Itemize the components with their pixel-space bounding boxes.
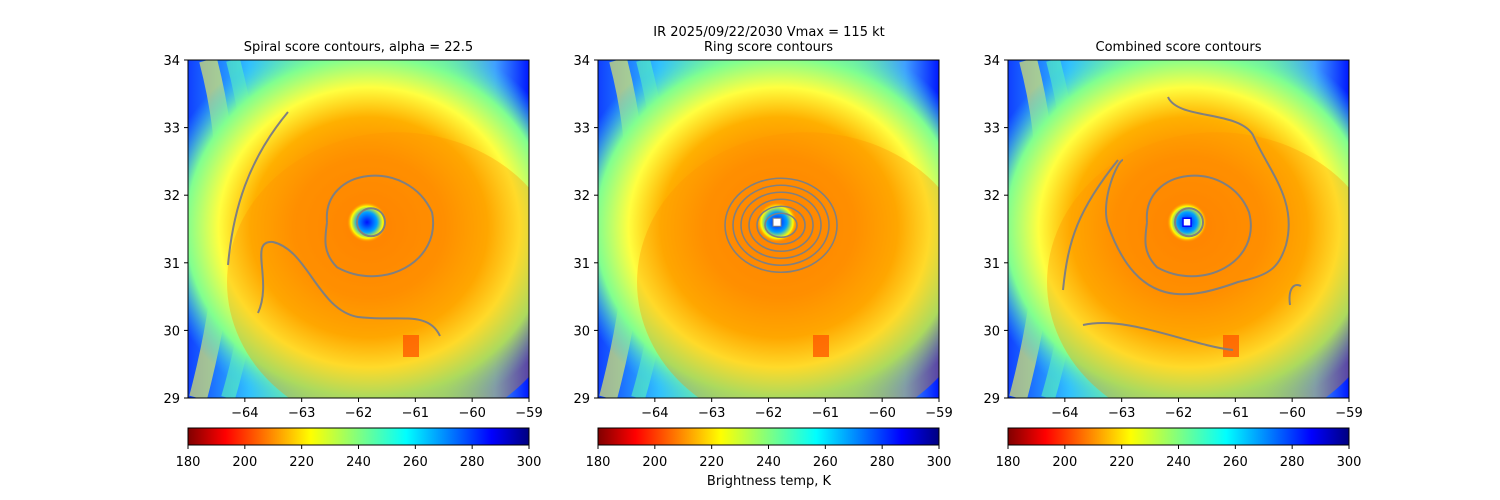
y-tick-label: 30 (573, 324, 590, 339)
colorbar-tick-label: 200 (1052, 455, 1077, 470)
colorbar-tick-label: 240 (1166, 455, 1191, 470)
contours (724, 177, 838, 274)
x-tick-label: −60 (868, 406, 895, 421)
y-tick-label: 29 (163, 392, 180, 407)
panel-title: Combined score contours (1096, 40, 1262, 55)
x-tick-label: −62 (345, 406, 372, 421)
panel-ring: Ring score contours −64 −63 −62 −61 −60 −59 29 3… (573, 40, 952, 470)
y-tick-label: 32 (573, 189, 590, 204)
colorbar-tick-label: 260 (1223, 455, 1248, 470)
colorbar (597, 427, 940, 446)
y-tick-label: 33 (573, 122, 590, 137)
y-tick-label: 32 (983, 189, 1000, 204)
x-tick-label: −63 (288, 406, 315, 421)
x-tick-label: −59 (925, 406, 952, 421)
contours (227, 111, 441, 337)
colorbar (1007, 427, 1350, 446)
colorbar-tick-label: 180 (586, 455, 611, 470)
x-tick-label: −61 (402, 406, 429, 421)
y-tick-label: 34 (983, 54, 1000, 69)
x-tick-label: −59 (515, 406, 542, 421)
colorbar-tick-label: 260 (813, 455, 838, 470)
suptitle: IR 2025/09/22/2030 Vmax = 115 kt (653, 25, 884, 40)
ir-image (1008, 60, 1349, 398)
panel-title: Ring score contours (704, 40, 833, 55)
y-tick-label: 30 (983, 324, 1000, 339)
x-tick-label: −62 (755, 406, 782, 421)
colorbar-tick-label: 180 (176, 455, 201, 470)
y-tick-label: 33 (163, 122, 180, 137)
colorbar-tick-label: 300 (517, 455, 542, 470)
y-tick-label: 34 (573, 54, 590, 69)
colorbar-tick-label: 220 (699, 455, 724, 470)
y-tick-label: 32 (163, 189, 180, 204)
x-tick-label: −60 (1278, 406, 1305, 421)
colorbar-tick-label: 220 (1109, 455, 1134, 470)
panel-combined: Combined score contours −64 −63 −62 −61 −60 −5… (983, 40, 1362, 470)
y-tick-label: 31 (983, 257, 1000, 272)
panel-title: Spiral score contours, alpha = 22.5 (244, 40, 473, 55)
x-tick-label: −60 (458, 406, 485, 421)
x-tick-label: −62 (1165, 406, 1192, 421)
y-tick-label: 33 (983, 122, 1000, 137)
colorbar-tick-label: 280 (460, 455, 485, 470)
colorbar-tick-label: 240 (346, 455, 371, 470)
x-tick-label: −63 (1108, 406, 1135, 421)
y-tick-label: 34 (163, 54, 180, 69)
y-tick-label: 29 (573, 392, 590, 407)
contours (1062, 96, 1302, 351)
y-tick-label: 31 (573, 257, 590, 272)
colorbar-tick-label: 220 (289, 455, 314, 470)
x-tick-label: −61 (1222, 406, 1249, 421)
colorbar (187, 427, 530, 446)
panel-spiral: Spiral score contours, alpha = 22.5 −64 −6… (163, 40, 542, 470)
y-tick-label: 30 (163, 324, 180, 339)
x-tick-label: −64 (1051, 406, 1078, 421)
colorbar-tick-label: 260 (403, 455, 428, 470)
x-tick-label: −61 (812, 406, 839, 421)
colorbar-tick-label: 280 (870, 455, 895, 470)
y-tick-label: 29 (983, 392, 1000, 407)
ir-image (598, 60, 939, 398)
colorbar-tick-label: 180 (996, 455, 1021, 470)
colorbar-tick-label: 200 (232, 455, 257, 470)
colorbar-tick-label: 300 (1337, 455, 1362, 470)
ir-image (188, 60, 529, 398)
colorbar-tick-label: 280 (1280, 455, 1305, 470)
x-tick-label: −64 (641, 406, 668, 421)
colorbar-tick-label: 240 (756, 455, 781, 470)
colorbar-tick-label: 200 (642, 455, 667, 470)
colorbar-label: Brightness temp, K (707, 474, 832, 489)
y-tick-label: 31 (163, 257, 180, 272)
x-tick-label: −63 (698, 406, 725, 421)
colorbar-tick-label: 300 (927, 455, 952, 470)
x-tick-label: −64 (231, 406, 258, 421)
x-tick-label: −59 (1335, 406, 1362, 421)
